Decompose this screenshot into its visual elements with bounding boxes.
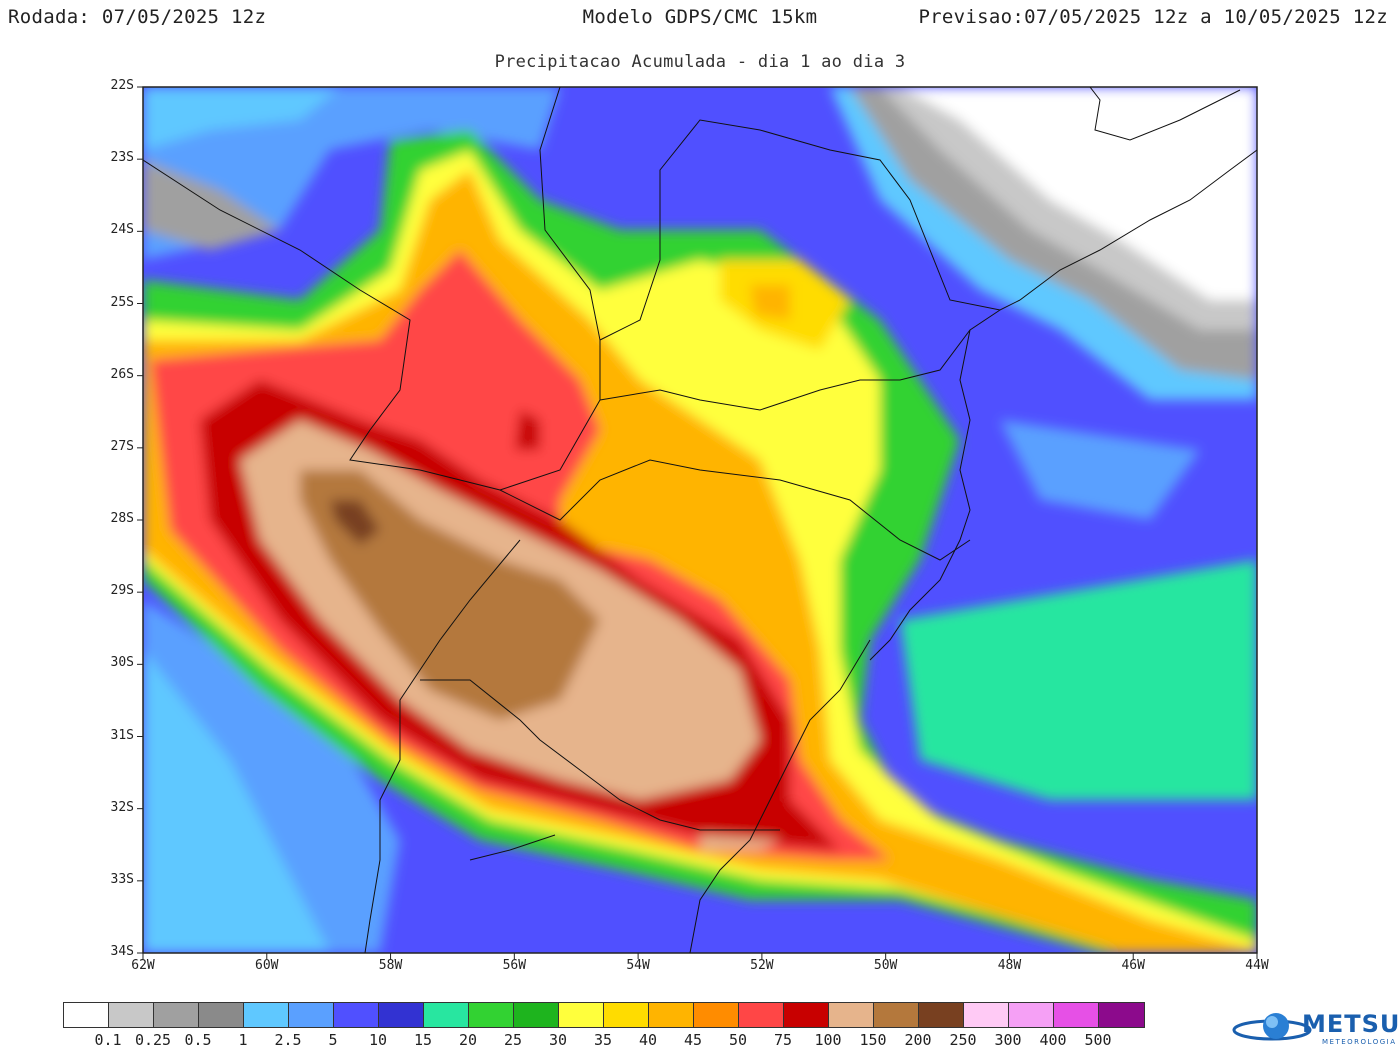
legend-swatch (424, 1003, 469, 1027)
legend-label: 250 (949, 1031, 977, 1049)
legend-swatch (604, 1003, 649, 1027)
lon-label: 52W (750, 958, 774, 973)
legend-swatch (334, 1003, 379, 1027)
legend-label: 50 (728, 1031, 748, 1049)
legend-label: 5 (328, 1031, 338, 1049)
political-borders (143, 87, 1257, 953)
legend-swatch (469, 1003, 514, 1027)
run-label: Rodada: 07/05/2025 12z (8, 6, 267, 28)
lon-label: 46W (1121, 958, 1145, 973)
model-title: Modelo GDPS/CMC 15km (582, 6, 818, 28)
legend-label: 2.5 (274, 1031, 302, 1049)
legend-label: 100 (814, 1031, 842, 1049)
legend-label: 20 (458, 1031, 478, 1049)
lat-label: 31S (110, 727, 134, 743)
legend-swatch (559, 1003, 604, 1027)
lat-label: 26S (110, 366, 134, 382)
legend-swatch (829, 1003, 874, 1027)
lat-label: 27S (110, 438, 134, 454)
logo-name: METSUL (1302, 1010, 1400, 1038)
legend-swatch (694, 1003, 739, 1027)
legend-label: 150 (859, 1031, 887, 1049)
metsul-logo-icon (1232, 1013, 1312, 1041)
legend-label: 75 (773, 1031, 793, 1049)
legend-label: 200 (904, 1031, 932, 1049)
legend-label: 30 (548, 1031, 568, 1049)
lat-label: 34S (110, 944, 134, 959)
color-legend (63, 1002, 1145, 1028)
lat-label: 22S (110, 78, 134, 93)
legend-label: 400 (1039, 1031, 1067, 1049)
legend-swatch (964, 1003, 1009, 1027)
lon-label: 50W (873, 958, 898, 973)
legend-swatch (64, 1003, 109, 1027)
legend-label: 10 (368, 1031, 388, 1049)
legend-label: 45 (683, 1031, 703, 1049)
precipitation-map (137, 86, 1258, 959)
legend-swatch (109, 1003, 154, 1027)
lon-label: 60W (255, 958, 279, 973)
logo-subtitle: METEOROLOGIA (1322, 1038, 1397, 1046)
legend-label: 35 (593, 1031, 613, 1049)
legend-label: 40 (638, 1031, 658, 1049)
lon-label: 44W (1245, 958, 1269, 973)
lat-label: 33S (110, 871, 134, 887)
legend-label: 25 (503, 1031, 523, 1049)
legend-swatch (379, 1003, 424, 1027)
legend-label: 300 (994, 1031, 1022, 1049)
lon-label: 58W (378, 958, 403, 973)
lat-label: 29S (110, 583, 134, 599)
legend-swatch (514, 1003, 559, 1027)
legend-label: 0.1 (94, 1031, 122, 1049)
legend-swatch (649, 1003, 694, 1027)
lat-label: 30S (110, 655, 134, 671)
legend-label: 0.25 (134, 1031, 172, 1049)
precip-field (143, 87, 1257, 953)
legend-swatch (154, 1003, 199, 1027)
legend-swatch (784, 1003, 829, 1027)
legend-label: 1 (238, 1031, 248, 1049)
forecast-period: Previsao:07/05/2025 12z a 10/05/2025 12z (918, 6, 1388, 28)
lat-label: 28S (110, 511, 134, 526)
legend-swatch (874, 1003, 919, 1027)
legend-swatch (199, 1003, 244, 1027)
lon-label: 54W (626, 958, 650, 973)
legend-swatch (289, 1003, 334, 1027)
legend-swatch (1009, 1003, 1054, 1027)
lat-label: 23S (110, 150, 134, 166)
legend-swatch (919, 1003, 964, 1027)
lat-label: 25S (110, 294, 134, 310)
lat-label: 32S (110, 799, 134, 815)
lat-label: 24S (110, 222, 134, 238)
legend-swatch (1054, 1003, 1099, 1027)
lon-label: 48W (997, 958, 1022, 973)
lon-label: 56W (502, 958, 527, 973)
legend-swatch (1099, 1003, 1144, 1027)
legend-label: 500 (1084, 1031, 1112, 1049)
legend-swatch (244, 1003, 289, 1027)
legend-label: 0.5 (184, 1031, 212, 1049)
legend-label: 15 (413, 1031, 433, 1049)
legend-swatch (739, 1003, 784, 1027)
lon-label: 62W (131, 958, 155, 973)
map-subtitle: Precipitacao Acumulada - dia 1 ao dia 3 (494, 52, 906, 72)
